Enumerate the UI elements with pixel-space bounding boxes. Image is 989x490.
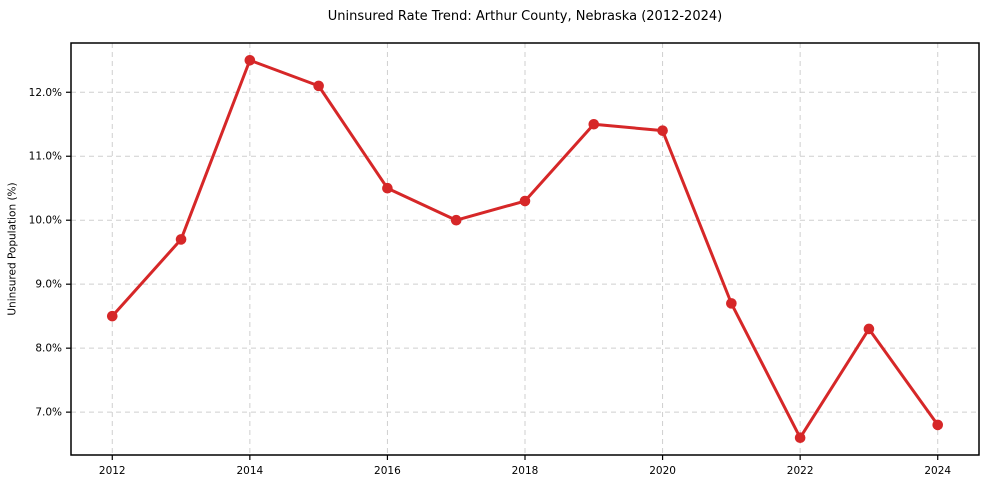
data-point-2015	[313, 80, 324, 92]
y-tick-label: 9.0%	[35, 279, 62, 291]
data-point-2021	[726, 298, 737, 309]
y-tick-label: 8.0%	[35, 343, 62, 355]
data-point-2012	[106, 310, 118, 322]
x-tick-label: 2024	[924, 465, 951, 477]
data-point-2020	[657, 125, 668, 136]
data-point-2024	[932, 419, 944, 431]
data-point-2019	[588, 118, 600, 130]
y-tick-label: 11.0%	[29, 151, 62, 163]
x-tick-label: 2022	[787, 465, 814, 477]
y-tick-label: 12.0%	[29, 87, 62, 99]
x-tick-label: 2018	[512, 465, 539, 477]
x-tick-label: 2014	[236, 465, 263, 477]
chart-title: Uninsured Rate Trend: Arthur County, Neb…	[327, 9, 723, 24]
data-point-2014	[244, 54, 256, 66]
x-tick-label: 2012	[99, 465, 126, 477]
plot-border	[70, 42, 980, 456]
y-tick-label: 10.0%	[29, 215, 62, 227]
y-tick-label: 7.0%	[35, 407, 62, 419]
data-point-2018	[519, 195, 531, 207]
data-point-2023	[863, 323, 875, 335]
x-tick-label: 2020	[649, 465, 676, 477]
data-point-2022	[794, 432, 806, 444]
data-point-2013	[175, 234, 187, 245]
data-point-2017	[450, 214, 462, 226]
data-point-2016	[382, 182, 393, 194]
x-tick-label: 2016	[374, 465, 401, 477]
